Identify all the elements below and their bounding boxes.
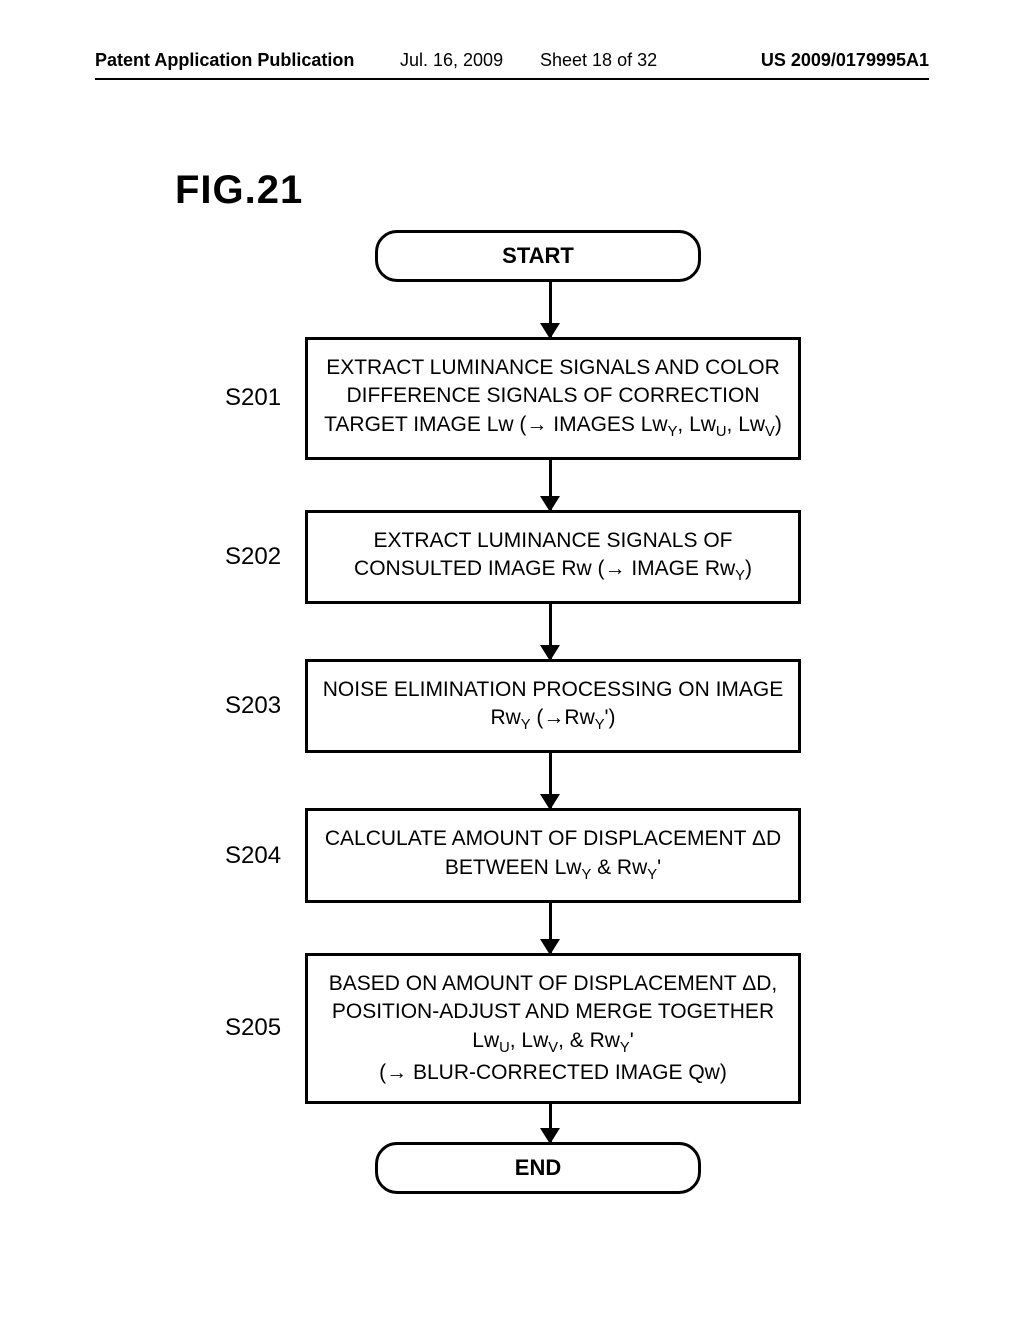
step-id-label: S205 (225, 1014, 281, 1042)
step-id-label: S202 (225, 543, 281, 571)
start-terminator: START (375, 230, 701, 282)
flow-arrow (305, 903, 795, 953)
flow-arrow (305, 1104, 795, 1142)
step-id-label: S203 (225, 692, 281, 720)
flow-step: S203 NOISE ELIMINATION PROCESSING ON IMAG… (225, 659, 845, 753)
flow-step: S204 CALCULATE AMOUNT OF DISPLACEMENT ΔD … (225, 808, 845, 902)
flowchart-container: START S201 EXTRACT LUMINANCE SIGNALS AND C… (225, 230, 845, 1194)
step-id-label: S201 (225, 384, 281, 412)
publication-type: Patent Application Publication (95, 50, 354, 71)
flow-step: S202 EXTRACT LUMINANCE SIGNALS OF CONSULT… (225, 510, 845, 604)
flow-step: S205 BASED ON AMOUNT OF DISPLACEMENT ΔD, … (225, 953, 845, 1104)
header-rule (95, 78, 929, 80)
process-box: BASED ON AMOUNT OF DISPLACEMENT ΔD, POSI… (305, 953, 801, 1104)
publication-number: US 2009/0179995A1 (761, 50, 929, 71)
step-id-label: S204 (225, 842, 281, 870)
end-terminator: END (375, 1142, 701, 1194)
process-box: EXTRACT LUMINANCE SIGNALS OF CONSULTED I… (305, 510, 801, 604)
flow-step: S201 EXTRACT LUMINANCE SIGNALS AND COLOR … (225, 337, 845, 460)
figure-label: FIG.21 (175, 168, 303, 213)
patent-page: Patent Application Publication Jul. 16, … (0, 0, 1024, 1320)
process-box: NOISE ELIMINATION PROCESSING ON IMAGE Rw… (305, 659, 801, 753)
flow-arrow (305, 282, 795, 337)
flow-arrow (305, 753, 795, 808)
sheet-info: Sheet 18 of 32 (540, 50, 657, 71)
publication-date: Jul. 16, 2009 (400, 50, 503, 71)
process-box: EXTRACT LUMINANCE SIGNALS AND COLOR DIFF… (305, 337, 801, 460)
flow-arrow (305, 460, 795, 510)
flow-arrow (305, 604, 795, 659)
process-box: CALCULATE AMOUNT OF DISPLACEMENT ΔD BETW… (305, 808, 801, 902)
